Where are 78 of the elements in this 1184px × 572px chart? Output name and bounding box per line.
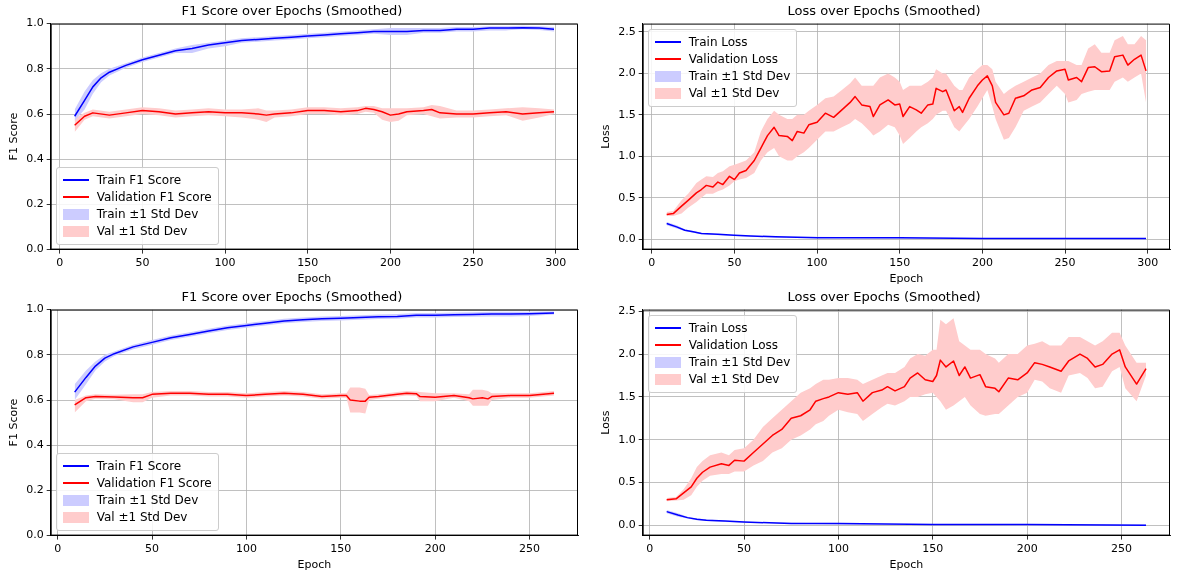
x-tick-label: 100 — [235, 542, 257, 556]
legend-label: Validation Loss — [688, 338, 779, 353]
x-tick-label: 0 — [646, 542, 654, 556]
x-tick-label: 100 — [827, 542, 849, 556]
y-tick-label: 1.0 — [26, 302, 44, 316]
y-tick-label: 0.0 — [26, 528, 44, 542]
x-tick-label: 200 — [1016, 542, 1038, 556]
y-tick-label: 0.6 — [26, 392, 44, 406]
y-tick-label: 0.5 — [618, 190, 636, 204]
annotation: Train ±1 Std Dev — [96, 493, 199, 508]
x-tick-label: 0 — [56, 256, 64, 270]
x-axis-title: Epoch — [297, 558, 332, 572]
x-tick-label: 150 — [297, 256, 319, 270]
legend-label: Validation F1 Score — [96, 476, 212, 491]
x-tick-label: 50 — [135, 256, 150, 270]
annotation: Train ±1 Std Dev — [688, 69, 791, 84]
x-axis-title: Epoch — [889, 272, 924, 286]
x-tick-label: 250 — [462, 256, 484, 270]
legend-label: Train F1 Score — [96, 173, 182, 188]
x-tick-label: 250 — [519, 542, 540, 556]
annotation: Train ±1 Std Dev — [96, 207, 199, 222]
x-tick-label: 50 — [145, 542, 160, 556]
x-tick-label: 100 — [806, 256, 828, 270]
x-tick-label: 100 — [214, 256, 236, 270]
y-tick-label: 1.5 — [618, 389, 636, 403]
annotation: Val ±1 Std Dev — [96, 224, 188, 239]
x-axis-title: Epoch — [297, 272, 332, 286]
x-tick-label: 50 — [737, 542, 752, 556]
y-tick-label: 2.5 — [618, 304, 636, 318]
y-tick-label: 0.4 — [26, 152, 44, 166]
y-tick-label: 0.0 — [618, 518, 636, 532]
annotation: Val ±1 Std Dev — [688, 86, 780, 101]
y-axis-title: F1 Score — [7, 398, 21, 447]
legend-label: Validation Loss — [688, 52, 779, 67]
chart-title: Loss over Epochs (Smoothed) — [787, 3, 981, 19]
chart-title: F1 Score over Epochs (Smoothed) — [181, 289, 403, 305]
y-tick-label: 2.0 — [618, 346, 636, 360]
y-tick-label: 1.0 — [618, 149, 636, 163]
legend-label: Train Loss — [688, 321, 748, 336]
y-tick-label: 0.0 — [26, 242, 44, 256]
y-tick-label: 1.0 — [618, 432, 636, 446]
x-tick-label: 0 — [54, 542, 62, 556]
y-tick-label: 0.2 — [26, 197, 44, 211]
y-tick-label: 0.5 — [618, 475, 636, 489]
y-tick-label: 0.8 — [26, 347, 44, 361]
chart-title: Loss over Epochs (Smoothed) — [787, 289, 981, 305]
y-tick-label: 0.6 — [26, 106, 44, 120]
x-tick-label: 200 — [379, 256, 401, 270]
x-tick-label: 200 — [971, 256, 993, 270]
x-tick-label: 150 — [330, 542, 352, 556]
y-tick-label: 2.0 — [618, 66, 636, 80]
x-tick-label: 300 — [545, 256, 567, 270]
annotation: Val ±1 Std Dev — [96, 510, 188, 525]
y-tick-label: 1.5 — [618, 107, 636, 121]
y-tick-label: 2.5 — [618, 24, 636, 38]
annotation: Val ±1 Std Dev — [688, 372, 780, 387]
x-axis-title: Epoch — [889, 558, 924, 572]
y-axis-title: F1 Score — [7, 112, 21, 161]
legend-label: Validation F1 Score — [96, 190, 212, 205]
x-tick-label: 250 — [1054, 256, 1076, 270]
y-tick-label: 1.0 — [26, 16, 44, 30]
x-tick-label: 50 — [727, 256, 742, 270]
y-tick-label: 0.8 — [26, 61, 44, 75]
annotation: Train ±1 Std Dev — [688, 355, 791, 370]
y-tick-label: 0.4 — [26, 438, 44, 452]
x-tick-label: 150 — [889, 256, 911, 270]
x-tick-label: 0 — [648, 256, 656, 270]
legend-label: Train Loss — [688, 35, 748, 50]
chart-title: F1 Score over Epochs (Smoothed) — [181, 3, 403, 19]
x-tick-label: 250 — [1111, 542, 1132, 556]
legend-label: Train F1 Score — [96, 459, 182, 474]
y-axis-title: Loss — [599, 124, 613, 149]
x-tick-label: 300 — [1137, 256, 1159, 270]
x-tick-label: 200 — [424, 542, 446, 556]
x-tick-label: 150 — [922, 542, 944, 556]
y-tick-label: 0.2 — [26, 483, 44, 497]
y-axis-title: Loss — [599, 410, 613, 435]
y-tick-label: 0.0 — [618, 232, 636, 246]
